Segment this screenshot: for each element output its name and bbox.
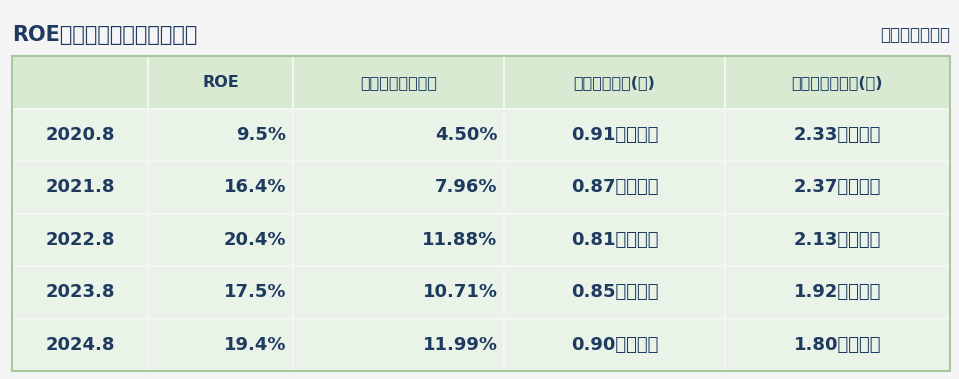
- FancyBboxPatch shape: [13, 57, 147, 108]
- FancyBboxPatch shape: [149, 162, 292, 213]
- Text: 4.50%: 4.50%: [435, 126, 498, 144]
- FancyBboxPatch shape: [294, 57, 503, 108]
- FancyBboxPatch shape: [726, 162, 949, 213]
- FancyBboxPatch shape: [505, 162, 724, 213]
- FancyBboxPatch shape: [13, 267, 147, 318]
- FancyBboxPatch shape: [505, 110, 724, 160]
- FancyBboxPatch shape: [726, 215, 949, 265]
- FancyBboxPatch shape: [294, 267, 503, 318]
- FancyBboxPatch shape: [726, 57, 949, 108]
- FancyBboxPatch shape: [294, 110, 503, 160]
- FancyBboxPatch shape: [13, 319, 147, 370]
- Text: 11.88%: 11.88%: [422, 231, 498, 249]
- Text: 0.87　（回）: 0.87 （回）: [571, 178, 659, 196]
- Text: 2024.8: 2024.8: [45, 336, 115, 354]
- FancyBboxPatch shape: [13, 110, 147, 160]
- Text: 2021.8: 2021.8: [45, 178, 115, 196]
- Bar: [0, 14, 959, 56]
- FancyBboxPatch shape: [149, 110, 292, 160]
- FancyBboxPatch shape: [149, 319, 292, 370]
- Text: 0.81　（回）: 0.81 （回）: [571, 231, 659, 249]
- Text: 10.71%: 10.71%: [423, 283, 498, 301]
- Text: 2023.8: 2023.8: [45, 283, 115, 301]
- Text: 2.13　（倍）: 2.13 （倍）: [794, 231, 881, 249]
- Text: 2.37　（倍）: 2.37 （倍）: [794, 178, 881, 196]
- Text: 7.96%: 7.96%: [435, 178, 498, 196]
- Text: 1.80　（倍）: 1.80 （倍）: [794, 336, 881, 354]
- FancyBboxPatch shape: [294, 319, 503, 370]
- Text: 売上高当期利益率: 売上高当期利益率: [361, 75, 437, 90]
- FancyBboxPatch shape: [505, 215, 724, 265]
- Text: 0.91　（回）: 0.91 （回）: [571, 126, 658, 144]
- Text: 2.33　（倍）: 2.33 （倍）: [794, 126, 881, 144]
- Bar: [12, 56, 950, 371]
- FancyBboxPatch shape: [726, 267, 949, 318]
- FancyBboxPatch shape: [149, 215, 292, 265]
- FancyBboxPatch shape: [505, 267, 724, 318]
- Text: 1.92　（倍）: 1.92 （倍）: [794, 283, 881, 301]
- Text: 2022.8: 2022.8: [45, 231, 115, 249]
- Text: 0.90　（回）: 0.90 （回）: [571, 336, 658, 354]
- FancyBboxPatch shape: [294, 215, 503, 265]
- FancyBboxPatch shape: [505, 57, 724, 108]
- Text: （単位：億円）: （単位：億円）: [880, 26, 950, 44]
- FancyBboxPatch shape: [13, 162, 147, 213]
- Text: 9.5%: 9.5%: [237, 126, 287, 144]
- Text: ROE: ROE: [202, 75, 239, 90]
- Text: 財務レバレッジ(倍): 財務レバレッジ(倍): [792, 75, 883, 90]
- Text: 20.4%: 20.4%: [223, 231, 287, 249]
- Text: 0.85　（回）: 0.85 （回）: [571, 283, 659, 301]
- Text: ROEの推移と変動要因の分析: ROEの推移と変動要因の分析: [12, 25, 198, 45]
- FancyBboxPatch shape: [726, 319, 949, 370]
- FancyBboxPatch shape: [149, 57, 292, 108]
- FancyBboxPatch shape: [505, 319, 724, 370]
- Text: 19.4%: 19.4%: [223, 336, 287, 354]
- Text: 16.4%: 16.4%: [223, 178, 287, 196]
- FancyBboxPatch shape: [13, 215, 147, 265]
- FancyBboxPatch shape: [149, 267, 292, 318]
- FancyBboxPatch shape: [294, 162, 503, 213]
- Text: 2020.8: 2020.8: [45, 126, 115, 144]
- Text: 11.99%: 11.99%: [423, 336, 498, 354]
- Text: 総資本回転率(回): 総資本回転率(回): [573, 75, 656, 90]
- Text: 17.5%: 17.5%: [223, 283, 287, 301]
- FancyBboxPatch shape: [726, 110, 949, 160]
